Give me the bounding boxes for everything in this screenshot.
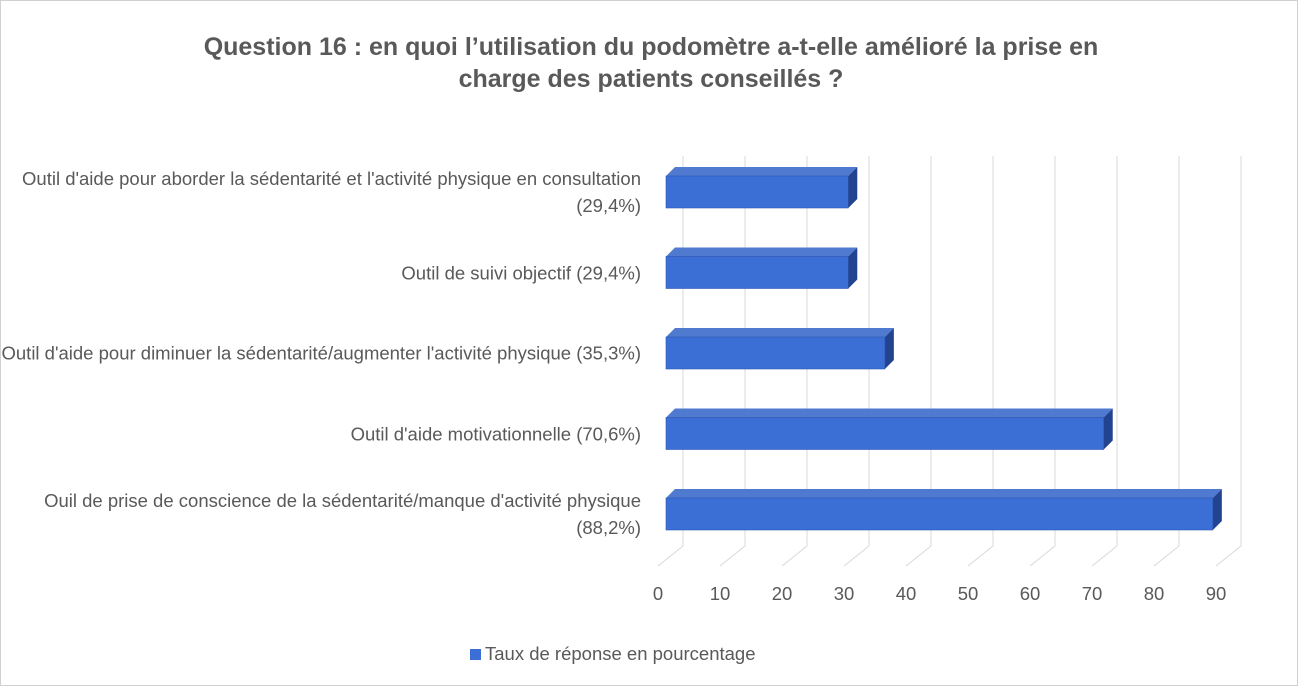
category-label: Ouil de prise de conscience de la sédent… [44,490,641,538]
x-tick-label: 80 [1144,583,1165,604]
category-label: Outil d'aide motivationnelle (70,6%) [350,423,641,444]
x-tick-label: 10 [710,583,731,604]
bar-side [884,328,894,369]
floor-grid-line [781,545,808,567]
bar-top [666,328,894,337]
bar-top [666,408,1113,418]
bar [665,489,1222,531]
bar-front [665,256,849,289]
floor-grid-line [905,545,932,567]
bar-top [666,247,858,257]
bar-front [665,417,1105,450]
bar-side [848,167,858,208]
category-label: Outil de suivi objectif (29,4%) [401,262,641,283]
x-tick-label: 20 [772,583,793,604]
x-tick-label: 30 [834,583,855,604]
bar-top [666,167,858,176]
floor-grid-line [657,545,684,567]
bar [665,247,858,289]
bar-front [665,497,1214,531]
category-label: Outil d'aide pour aborder la sédentarité… [22,168,641,216]
x-tick-label: 60 [1020,583,1041,604]
bar [665,328,894,370]
bar-top [666,489,1222,498]
floor-grid-line [1153,545,1180,567]
floor-grid-line [1215,545,1242,567]
bar [665,408,1113,450]
bar-side [848,247,858,289]
bar [665,167,858,209]
bar-side [1103,408,1113,450]
floor-grid-line [843,545,870,567]
floor-grid-line [719,545,746,567]
bar-front [665,336,886,370]
x-tick-label: 0 [653,583,663,604]
x-tick-label: 70 [1082,583,1103,604]
bar-side [1212,489,1222,530]
x-tick-label: 50 [958,583,979,604]
x-tick-label: 40 [896,583,917,604]
floor-grid-line [1091,545,1118,567]
bar-front [665,175,849,209]
floor-grid-line [967,545,994,567]
category-label: Outil d'aide pour diminuer la sédentarit… [1,342,642,364]
chart-title: Question 16 : en quoi l’utilisation du p… [203,33,1099,93]
legend-swatch [470,649,481,660]
x-tick-label: 90 [1206,583,1227,604]
legend-label: Taux de réponse en pourcentage [485,643,756,664]
floor-grid-line [1029,545,1056,567]
